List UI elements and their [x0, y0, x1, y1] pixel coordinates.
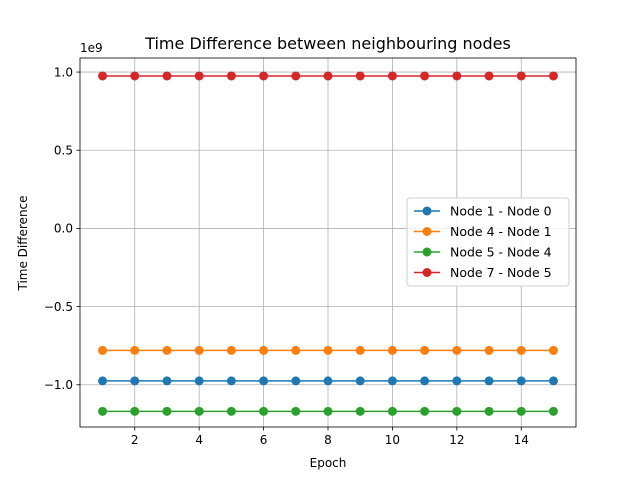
data-point: [484, 406, 494, 416]
data-point: [387, 406, 397, 416]
x-tick-label: 6: [260, 433, 268, 447]
legend-label: Node 5 - Node 4: [450, 245, 552, 260]
data-point: [484, 376, 494, 386]
data-point: [355, 376, 365, 386]
data-point: [162, 406, 172, 416]
series-1: [98, 376, 558, 386]
data-point: [130, 406, 140, 416]
data-point: [194, 345, 204, 355]
legend: Node 1 - Node 0 Node 4 - Node 1 Node 5 - N…: [406, 197, 570, 287]
legend-marker: [422, 268, 432, 277]
data-point: [516, 376, 526, 386]
legend-marker: [422, 206, 432, 216]
data-point: [420, 376, 430, 386]
y-axis-label: Time Difference: [16, 195, 30, 291]
legend-marker: [422, 247, 432, 257]
data-point: [516, 71, 526, 81]
x-tick-label: 4: [195, 433, 203, 447]
data-point: [291, 406, 301, 416]
data-point: [323, 406, 333, 416]
y-tick-label: −1.0: [44, 378, 73, 392]
data-point: [226, 71, 236, 81]
data-point: [98, 345, 108, 355]
y-tick-label: 0.5: [54, 144, 73, 158]
series-group: [98, 71, 558, 416]
y-tick-label: 1.0: [54, 65, 73, 79]
data-point: [355, 406, 365, 416]
data-point: [162, 71, 172, 81]
data-point: [162, 376, 172, 386]
data-point: [323, 71, 333, 81]
data-point: [194, 406, 204, 416]
series-3: [98, 406, 558, 416]
data-point: [162, 345, 172, 355]
series-2: [98, 345, 558, 355]
legend-entry: Node 5 - Node 4: [414, 245, 552, 260]
data-point: [291, 345, 301, 355]
data-point: [259, 71, 269, 81]
y-axis-offset-text: 1e9: [80, 41, 103, 55]
legend-label: Node 7 - Node 5: [450, 265, 552, 280]
data-point: [548, 376, 558, 386]
y-tick-label: 0.0: [54, 222, 73, 236]
data-point: [452, 406, 462, 416]
legend-label: Node 4 - Node 1: [450, 224, 552, 239]
data-point: [323, 345, 333, 355]
data-point: [452, 71, 462, 81]
data-point: [226, 406, 236, 416]
data-point: [98, 376, 108, 386]
legend-box: [406, 197, 570, 287]
data-point: [226, 345, 236, 355]
legend-entry: Node 4 - Node 1: [414, 224, 552, 239]
data-point: [355, 345, 365, 355]
data-point: [323, 376, 333, 386]
x-axis-ticks: 2 4 6 8 10 12 14: [131, 427, 529, 447]
data-point: [291, 376, 301, 386]
data-point: [291, 71, 301, 81]
legend-marker: [422, 227, 432, 236]
x-tick-label: 2: [131, 433, 139, 447]
series-4: [98, 71, 558, 81]
data-point: [548, 71, 558, 81]
x-tick-label: 8: [324, 433, 332, 447]
data-point: [130, 71, 140, 81]
x-axis-label: Epoch: [310, 456, 347, 470]
legend-entry: Node 1 - Node 0: [414, 204, 552, 219]
data-point: [387, 345, 397, 355]
data-point: [516, 406, 526, 416]
x-tick-label: 12: [449, 433, 464, 447]
data-point: [452, 376, 462, 386]
data-point: [98, 406, 108, 416]
x-tick-label: 10: [385, 433, 400, 447]
data-point: [259, 345, 269, 355]
data-point: [484, 71, 494, 81]
data-point: [130, 376, 140, 386]
data-point: [452, 345, 462, 355]
x-tick-label: 14: [514, 433, 529, 447]
data-point: [130, 345, 140, 355]
y-tick-label: −0.5: [44, 300, 73, 314]
data-point: [548, 406, 558, 416]
data-point: [226, 376, 236, 386]
y-axis-ticks: −1.0 −0.5 0.0 0.5 1.0: [44, 65, 80, 392]
data-point: [98, 71, 108, 81]
data-point: [355, 71, 365, 81]
data-point: [259, 406, 269, 416]
data-point: [387, 71, 397, 81]
chart-title: Time Difference between neighbouring nod…: [144, 34, 511, 53]
data-point: [420, 406, 430, 416]
legend-label: Node 1 - Node 0: [450, 204, 552, 219]
data-point: [387, 376, 397, 386]
data-point: [516, 345, 526, 355]
legend-entry: Node 7 - Node 5: [414, 265, 552, 280]
data-point: [484, 345, 494, 355]
data-point: [194, 71, 204, 81]
data-point: [548, 345, 558, 355]
data-point: [420, 71, 430, 81]
data-point: [420, 345, 430, 355]
data-point: [194, 376, 204, 386]
data-point: [259, 376, 269, 386]
